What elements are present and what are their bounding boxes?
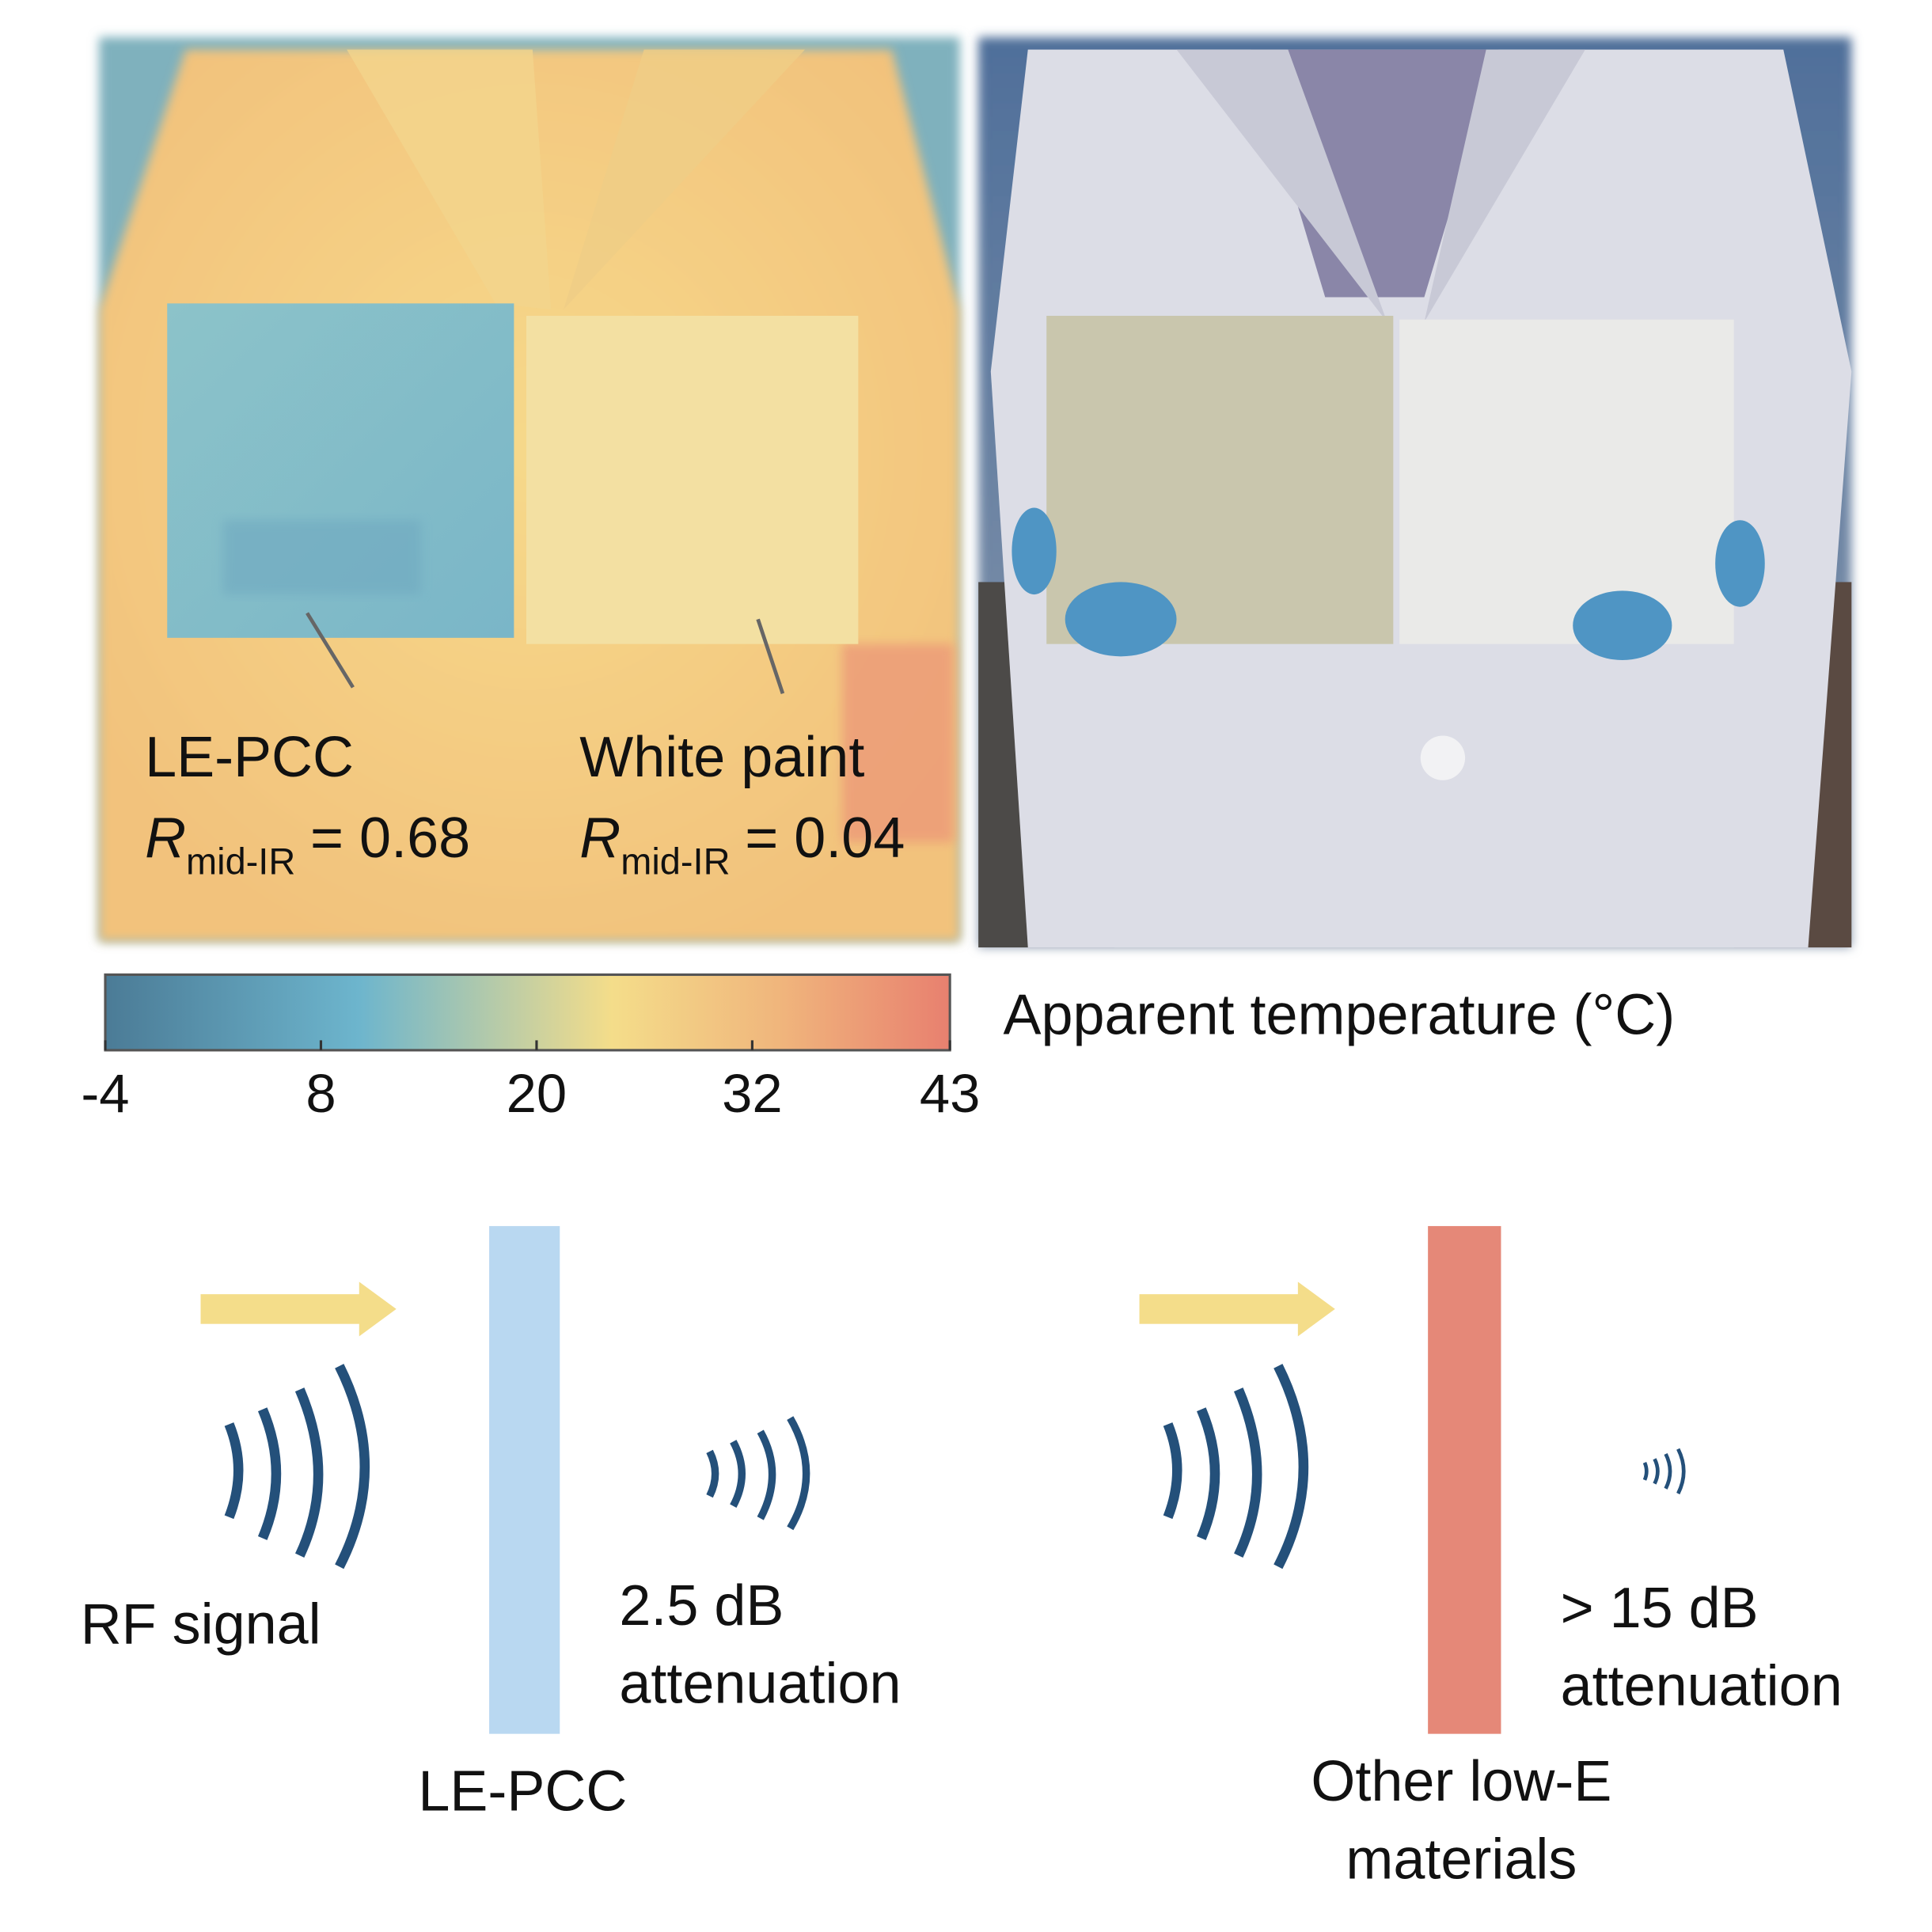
symbol: R [145, 807, 186, 870]
material-label: Other low-E [1311, 1750, 1611, 1813]
tick-label: 43 [920, 1063, 981, 1124]
le-pcc-layer [489, 1226, 560, 1734]
rf-diagram: RF signal 2.5 dB attenuation LE-PCC > 15… [81, 1226, 1843, 1892]
rf-label: RF signal [81, 1592, 321, 1656]
thermal-image: LE-PCC Rmid-IR = 0.68 White paint Rmid-IR… [99, 36, 960, 942]
material-label: LE-PCC [418, 1760, 627, 1824]
leader-line [306, 612, 355, 689]
tick-label: 20 [507, 1063, 567, 1124]
white-paint-panel [526, 316, 859, 644]
white-paint-sample [1399, 319, 1734, 644]
colorbar: Apparent temperature (°C) -4 8 20 32 43 [81, 973, 1675, 1124]
tick-label: -4 [81, 1063, 129, 1124]
attenuation-value: > 15 dB [1561, 1577, 1759, 1640]
material-label: materials [1346, 1828, 1577, 1892]
low-e-layer [1428, 1226, 1501, 1734]
attenuation-word: attenuation [619, 1653, 901, 1716]
subscript: mid-IR [621, 841, 730, 882]
tick-label: 8 [306, 1063, 336, 1124]
arrow-head [359, 1281, 397, 1337]
arrow-head [1297, 1281, 1335, 1337]
attenuation-word: attenuation [1561, 1655, 1843, 1718]
attenuated-waves [706, 1416, 810, 1531]
colorbar-rect [104, 973, 951, 1052]
leader-line [756, 618, 785, 694]
photo [978, 36, 1852, 948]
arrow [1139, 1294, 1300, 1324]
label: Rmid-IR = 0.04 [579, 807, 905, 882]
waves [224, 1364, 1309, 1570]
colorbar-title: Apparent temperature (°C) [1003, 984, 1675, 1047]
attenuation-value: 2.5 dB [619, 1574, 784, 1638]
tick-label: 32 [722, 1063, 783, 1124]
label: Rmid-IR = 0.68 [145, 807, 470, 882]
value: = 0.68 [310, 807, 470, 870]
arrow [200, 1294, 362, 1324]
value: = 0.04 [745, 807, 905, 870]
weak-waves [1642, 1448, 1686, 1495]
label: LE-PCC [145, 726, 354, 789]
label: White paint [579, 726, 864, 789]
subscript: mid-IR [186, 841, 295, 882]
symbol: R [579, 807, 621, 870]
